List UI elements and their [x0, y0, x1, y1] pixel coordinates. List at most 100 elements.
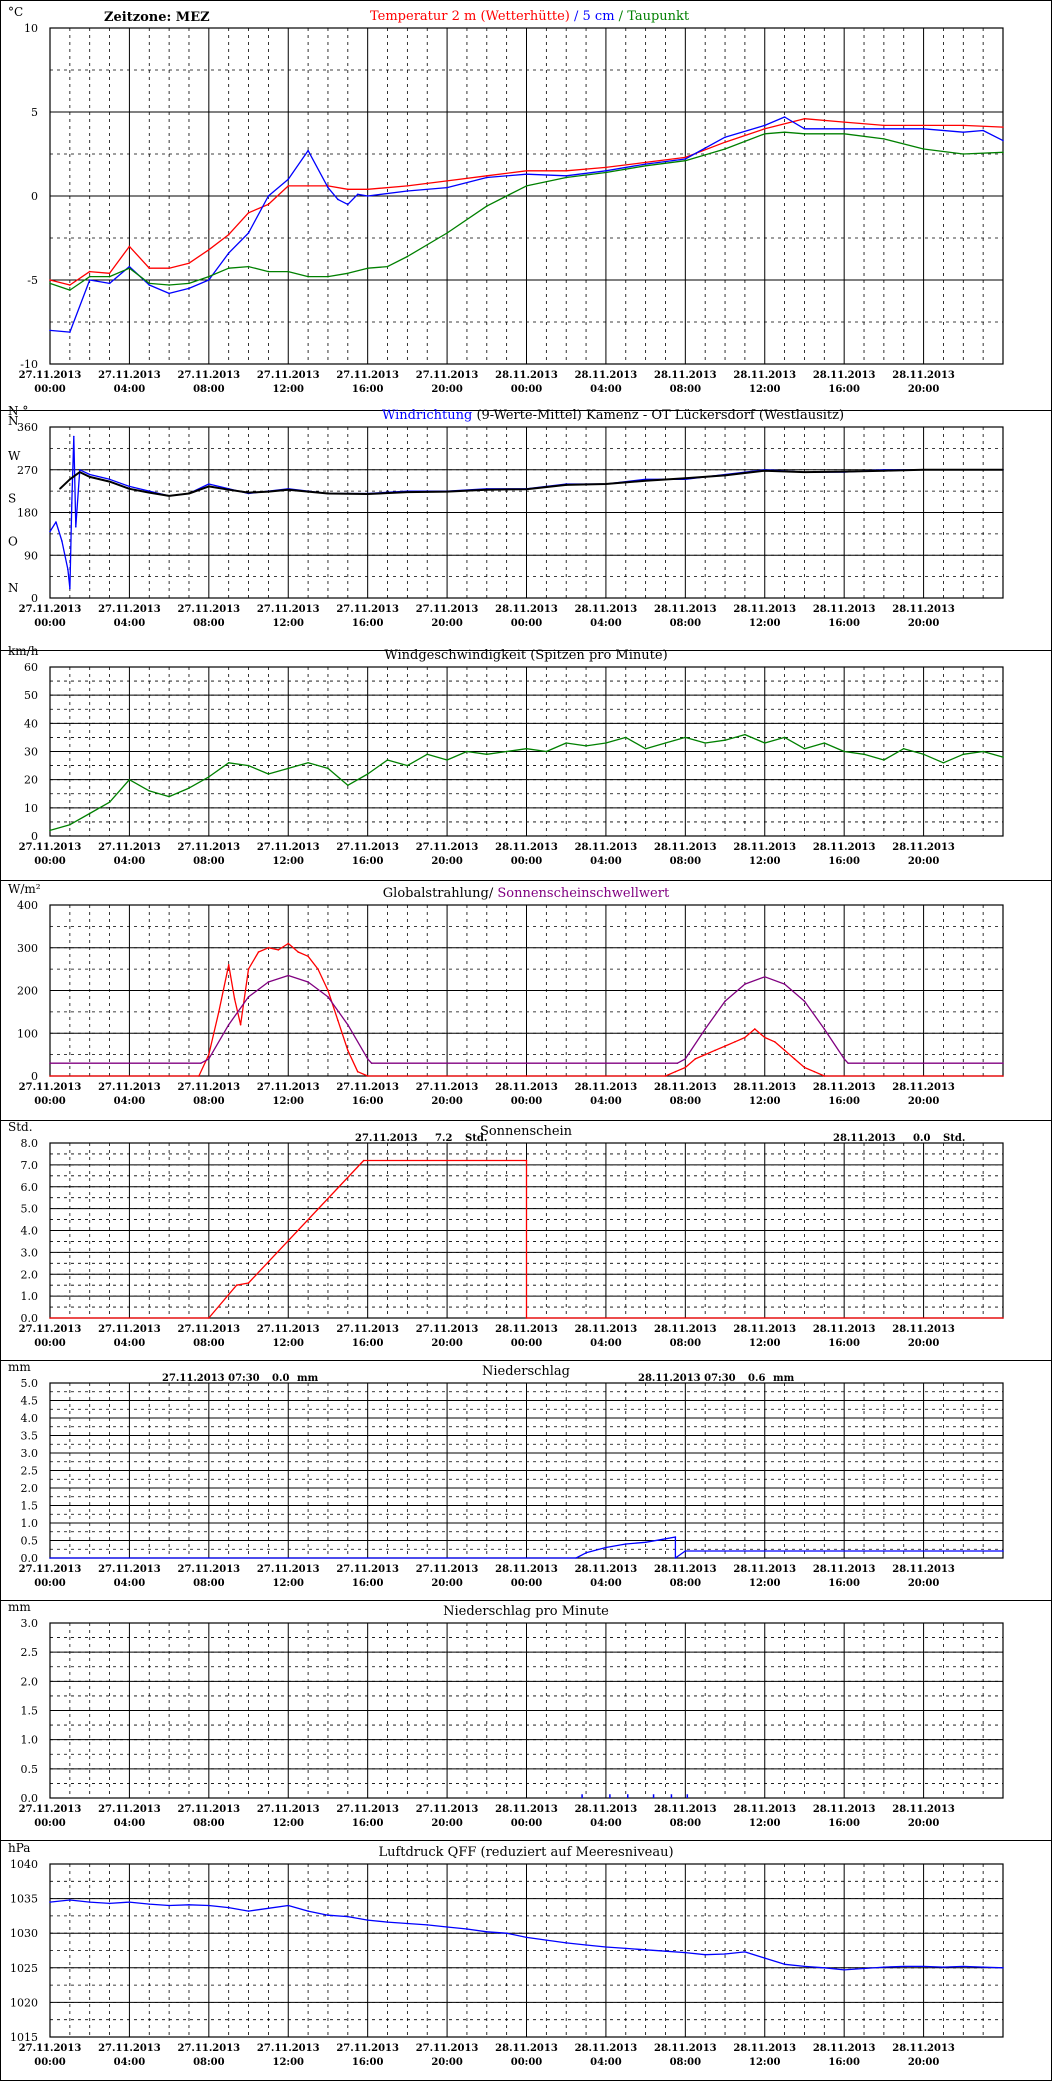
data-point — [327, 996, 329, 998]
y-tick-label: 1015 — [10, 2031, 38, 2044]
data-point — [337, 198, 339, 201]
data-point — [88, 275, 91, 278]
data-point — [644, 161, 647, 164]
data-point — [49, 829, 51, 832]
y-tick-label: 1.5 — [21, 1500, 39, 1513]
x-tick-time: 04:00 — [590, 618, 622, 629]
data-point — [585, 745, 587, 747]
annotation-value: 7.2 — [435, 1133, 452, 1144]
chart-title-part: Niederschlag — [482, 1364, 570, 1379]
data-point — [406, 185, 409, 187]
x-tick-time: 16:00 — [828, 1818, 860, 1829]
x-tick-time: 16:00 — [352, 2057, 384, 2068]
chart-title-part: Sonnenschein — [480, 1124, 573, 1139]
data-point — [267, 195, 270, 197]
x-tick-date: 27.11.2013 — [19, 1324, 82, 1335]
data-point — [406, 1922, 409, 1925]
data-point — [744, 983, 746, 985]
x-tick-time: 20:00 — [908, 2057, 940, 2068]
data-point — [446, 759, 448, 761]
data-point — [684, 156, 687, 159]
x-tick-date: 28.11.2013 — [495, 604, 558, 615]
data-point — [684, 1550, 687, 1552]
data-point — [307, 185, 309, 187]
data-point — [883, 469, 885, 472]
data-point — [49, 282, 51, 285]
plot-frame — [49, 1622, 1004, 1799]
x-tick-date: 27.11.2013 — [19, 842, 82, 853]
data-point — [813, 1070, 816, 1073]
data-point — [347, 784, 349, 787]
data-point — [67, 568, 69, 571]
chart-title: Sonnenschein — [480, 1124, 573, 1139]
x-tick-date: 28.11.2013 — [575, 1082, 638, 1093]
data-point — [108, 480, 111, 483]
data-point — [823, 1075, 826, 1077]
data-point — [803, 1066, 806, 1069]
x-tick-date: 28.11.2013 — [654, 2043, 717, 2054]
x-tick-time: 08:00 — [193, 384, 225, 395]
data-point — [406, 764, 409, 767]
data-point — [188, 262, 190, 265]
data-point — [962, 153, 965, 155]
annotation-date: 27.11.2013 — [355, 1133, 418, 1144]
data-point — [624, 1947, 627, 1950]
data-point — [783, 1049, 786, 1052]
data-point — [108, 478, 111, 481]
x-tick-time: 08:00 — [193, 1096, 225, 1107]
x-tick-date: 28.11.2013 — [892, 2043, 955, 2054]
x-tick-time: 04:00 — [114, 384, 146, 395]
y-tick-label: 20 — [24, 774, 38, 787]
x-tick-date: 27.11.2013 — [336, 842, 399, 853]
data-point — [922, 468, 925, 471]
data-point — [128, 1901, 131, 1903]
x-tick-date: 27.11.2013 — [178, 2043, 241, 2054]
x-tick-time: 12:00 — [272, 856, 304, 867]
y-tick-label: -10 — [20, 358, 38, 371]
x-tick-date: 28.11.2013 — [813, 1804, 876, 1815]
data-point — [108, 272, 111, 275]
x-tick-time: 16:00 — [352, 618, 384, 629]
y-tick-label: 5 — [31, 106, 38, 119]
data-point — [208, 485, 210, 488]
compass-label: N — [8, 414, 19, 428]
data-point — [565, 176, 568, 179]
data-point — [128, 245, 131, 248]
data-point — [426, 1924, 429, 1926]
x-tick-date: 28.11.2013 — [733, 604, 796, 615]
x-tick-time: 16:00 — [828, 384, 860, 395]
data-point — [307, 955, 309, 958]
data-point — [982, 129, 984, 132]
x-tick-time: 04:00 — [590, 384, 622, 395]
chart-global-radiation: 0 100 200 300 400 W/m² 27.11.2013 00:00 27.11.20… — [8, 882, 1004, 1107]
data-point — [49, 1901, 51, 1903]
data-point — [783, 983, 786, 985]
x-tick-date: 28.11.2013 — [575, 370, 638, 381]
data-point — [208, 1053, 210, 1056]
data-point — [267, 270, 270, 273]
y-tick-label: 200 — [17, 985, 38, 998]
data-point — [1002, 468, 1004, 471]
x-tick-date: 27.11.2013 — [257, 842, 320, 853]
x-tick-time: 04:00 — [114, 1818, 146, 1829]
data-point — [922, 128, 925, 130]
data-point — [644, 164, 647, 167]
data-point — [763, 742, 766, 744]
data-point — [267, 946, 270, 949]
chart-title: Niederschlag — [482, 1364, 570, 1379]
data-point — [565, 742, 568, 744]
y-tick-label: 1025 — [10, 1962, 38, 1975]
data-point — [724, 1953, 726, 1955]
data-point — [942, 761, 945, 764]
data-point — [446, 490, 448, 493]
data-point — [704, 742, 706, 744]
y-tick-label: 30 — [24, 746, 38, 759]
x-tick-time: 08:00 — [193, 856, 225, 867]
y-tick-label: 0 — [31, 592, 38, 605]
x-tick-time: 12:00 — [272, 1578, 304, 1589]
y-tick-label: 50 — [24, 689, 38, 702]
y-tick-label: 0.0 — [21, 1312, 39, 1325]
data-point — [356, 1070, 359, 1073]
x-tick-date: 28.11.2013 — [654, 370, 717, 381]
x-tick-time: 12:00 — [749, 618, 781, 629]
